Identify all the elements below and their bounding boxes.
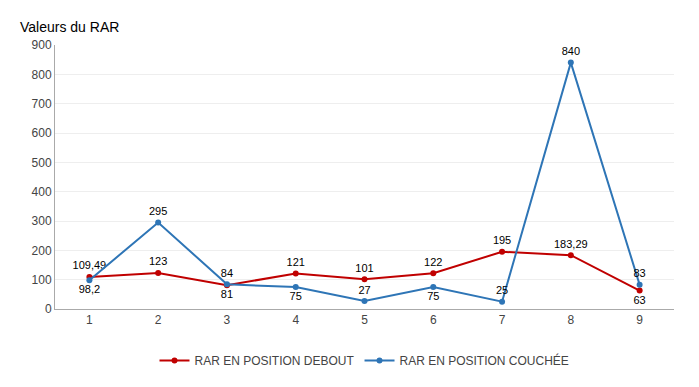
svg-text:9: 9 [636,313,643,327]
svg-text:700: 700 [32,97,52,111]
svg-text:195: 195 [493,234,511,246]
svg-text:109,49: 109,49 [73,259,107,271]
svg-text:6: 6 [430,313,437,327]
svg-text:8: 8 [567,313,574,327]
svg-text:300: 300 [32,214,52,228]
svg-text:98,2: 98,2 [79,283,100,295]
svg-text:RAR EN POSITION DEBOUT: RAR EN POSITION DEBOUT [195,354,355,368]
svg-text:RAR EN POSITION COUCHÉE: RAR EN POSITION COUCHÉE [400,353,569,368]
svg-text:4: 4 [292,313,299,327]
svg-text:27: 27 [358,284,370,296]
svg-text:5: 5 [361,313,368,327]
svg-text:123: 123 [149,255,167,267]
svg-text:81: 81 [221,288,233,300]
svg-text:100: 100 [32,273,52,287]
svg-text:122: 122 [424,256,442,268]
svg-text:1: 1 [86,313,93,327]
svg-text:200: 200 [32,244,52,258]
svg-text:83: 83 [633,267,645,279]
svg-text:900: 900 [32,38,52,52]
svg-text:500: 500 [32,156,52,170]
svg-text:101: 101 [355,262,373,274]
svg-text:121: 121 [287,256,305,268]
svg-text:63: 63 [633,294,645,306]
svg-text:75: 75 [290,290,302,302]
svg-text:0: 0 [45,302,52,316]
svg-text:840: 840 [562,45,580,57]
svg-text:183,29: 183,29 [554,238,588,250]
svg-text:400: 400 [32,185,52,199]
svg-text:3: 3 [224,313,231,327]
svg-text:7: 7 [499,313,506,327]
svg-text:800: 800 [32,68,52,82]
svg-text:Valeurs du RAR: Valeurs du RAR [20,19,119,35]
svg-text:295: 295 [149,205,167,217]
svg-text:600: 600 [32,126,52,140]
svg-text:75: 75 [427,290,439,302]
svg-text:84: 84 [221,267,233,279]
svg-text:2: 2 [155,313,162,327]
svg-text:25: 25 [496,284,508,296]
